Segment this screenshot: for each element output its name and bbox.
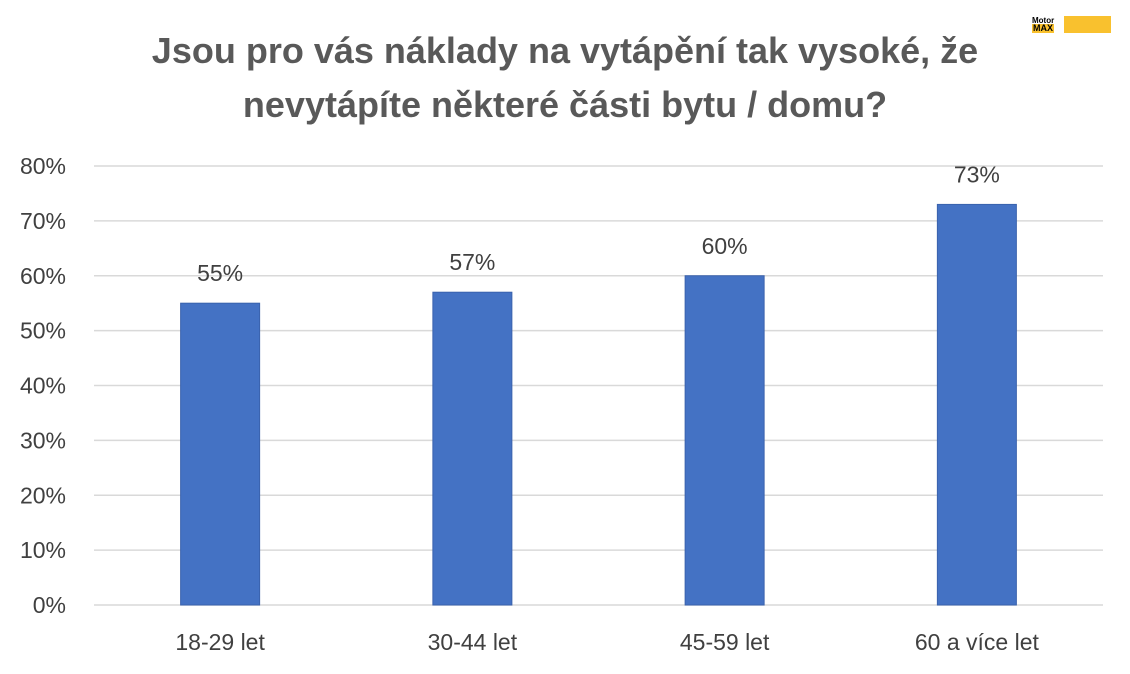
data-label: 55%	[197, 260, 243, 286]
y-tick-label: 0%	[33, 592, 66, 618]
data-label: 57%	[449, 249, 495, 275]
y-tick-label: 80%	[20, 153, 66, 179]
y-tick-label: 20%	[20, 482, 66, 508]
x-tick-label: 30-44 let	[428, 629, 518, 655]
y-tick-label: 50%	[20, 318, 66, 344]
y-tick-label: 40%	[20, 373, 66, 399]
bars	[180, 203, 1017, 606]
y-axis-tick-labels: 0% 10% 20% 30% 40% 50% 60% 70% 80%	[20, 153, 66, 618]
logo-text-bottom: MAX	[1032, 23, 1054, 33]
chart-title-line-1: Jsou pro vás náklady na vytápění tak vys…	[151, 30, 979, 71]
bar-3	[684, 275, 765, 606]
y-tick-label: 70%	[20, 208, 66, 234]
data-label: 60%	[702, 233, 748, 259]
bar-2	[432, 291, 513, 606]
gridlines	[94, 165, 1103, 606]
y-tick-label: 60%	[20, 263, 66, 289]
bar-1	[180, 302, 261, 606]
x-tick-label: 60 a více let	[915, 629, 1040, 655]
x-tick-label: 18-29 let	[175, 629, 265, 655]
chart-title-line-2: nevytápíte některé části bytu / domu?	[242, 84, 888, 125]
data-label: 73%	[954, 161, 1000, 187]
bar-4	[936, 203, 1017, 606]
x-tick-label: 45-59 let	[680, 629, 770, 655]
logo-text-top: Motor	[1032, 16, 1055, 25]
x-axis-tick-labels: 18-29 let 30-44 let 45-59 let 60 a více let	[175, 629, 1039, 655]
y-tick-label: 10%	[20, 537, 66, 563]
y-tick-label: 30%	[20, 427, 66, 453]
data-labels: 55% 57% 60% 73%	[197, 161, 1000, 286]
motormax-logo: Motor MAX	[1031, 16, 1111, 33]
